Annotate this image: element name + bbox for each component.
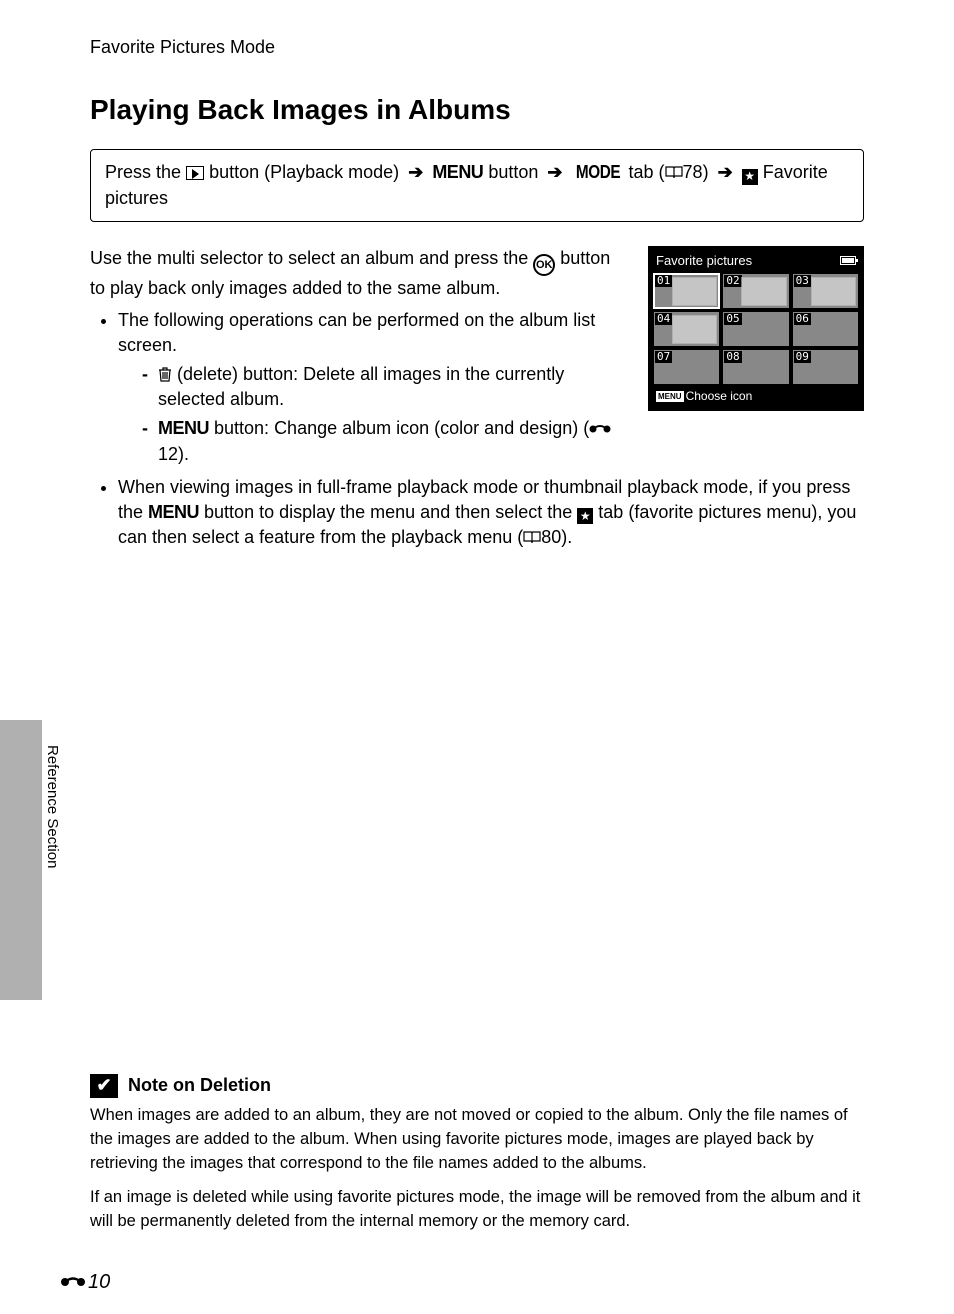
content-row: Use the multi selector to select an albu… [90, 246, 864, 471]
album-number: 08 [724, 351, 741, 363]
page-number: 10 [60, 1268, 110, 1296]
intro-text-a: Use the multi selector to select an albu… [90, 248, 533, 268]
menu-label: MENU [158, 418, 209, 438]
album-screen-preview: Favorite pictures 01 02 03 04 05 06 07 08 09 MEN… [648, 246, 864, 411]
nav-playback: button (Playback mode) [209, 162, 399, 182]
book-icon [665, 166, 683, 179]
album-cell: 01 [654, 274, 719, 308]
link-icon [60, 1275, 86, 1289]
main-list: The following operations can be performe… [90, 308, 630, 467]
star-icon: ★ [577, 508, 593, 524]
manual-page: Favorite Pictures Mode Playing Back Imag… [0, 0, 954, 1314]
note-paragraph-1: When images are added to an album, they … [90, 1104, 864, 1176]
arrow-icon: ➔ [408, 162, 423, 182]
side-tab [0, 720, 42, 1000]
book-icon [523, 531, 541, 544]
sub-list-item: MENU button: Change album icon (color an… [142, 416, 630, 466]
sub-bullet-2b: 12). [158, 444, 189, 464]
trash-icon [158, 366, 172, 382]
album-number: 06 [794, 313, 811, 325]
side-label: Reference Section [42, 745, 63, 868]
album-cell: 05 [723, 312, 788, 346]
check-icon: ✔ [90, 1074, 118, 1098]
album-cell: 02 [723, 274, 788, 308]
arrow-icon: ➔ [547, 162, 562, 182]
menu-badge: MENU [656, 391, 684, 402]
menu-label: MENU [432, 162, 483, 182]
star-icon: ★ [742, 169, 758, 185]
album-cell: 04 [654, 312, 719, 346]
album-cell: 09 [793, 350, 858, 384]
album-footer-text: Choose icon [686, 388, 753, 405]
sub-list: (delete) button: Delete all images in th… [118, 362, 630, 467]
arrow-icon: ➔ [718, 162, 733, 182]
sub-bullet-2a: button: Change album icon (color and des… [214, 418, 589, 438]
album-number: 02 [724, 275, 741, 287]
bullet-1: The following operations can be performe… [118, 310, 595, 355]
album-thumbnail [672, 277, 717, 306]
text-column: Use the multi selector to select an albu… [90, 246, 630, 471]
nav-button-word: button [488, 162, 538, 182]
album-number: 01 [655, 275, 672, 287]
page-title: Playing Back Images in Albums [90, 90, 864, 129]
album-number: 09 [794, 351, 811, 363]
intro-paragraph: Use the multi selector to select an albu… [90, 246, 630, 302]
note-body: When images are added to an album, they … [90, 1104, 864, 1234]
sub-list-item: (delete) button: Delete all images in th… [142, 362, 630, 412]
note-header: ✔ Note on Deletion [90, 1073, 864, 1098]
list-item: When viewing images in full-frame playba… [118, 475, 864, 551]
album-number: 03 [794, 275, 811, 287]
note-title: Note on Deletion [128, 1073, 271, 1098]
album-cell: 06 [793, 312, 858, 346]
mode-label: MODE [575, 160, 619, 185]
album-thumbnail [811, 277, 856, 306]
album-grid: 01 02 03 04 05 06 07 08 09 [654, 274, 858, 384]
album-number: 07 [655, 351, 672, 363]
album-cell: 08 [723, 350, 788, 384]
ok-button-icon: OK [533, 254, 555, 276]
album-thumbnail [672, 315, 717, 344]
album-title-row: Favorite pictures [654, 252, 858, 274]
album-number: 04 [655, 313, 672, 325]
note-paragraph-2: If an image is deleted while using favor… [90, 1186, 864, 1234]
page-number-text: 10 [88, 1268, 110, 1296]
battery-icon [840, 256, 856, 265]
bullet-2b: button to display the menu and then sele… [199, 502, 577, 522]
album-number: 05 [724, 313, 741, 325]
navigation-path-box: Press the button (Playback mode) ➔ MENU … [90, 149, 864, 221]
nav-text: Press the button (Playback mode) ➔ MENU … [105, 162, 828, 207]
album-screen-title: Favorite pictures [656, 252, 752, 270]
list-item: The following operations can be performe… [118, 308, 630, 467]
album-footer: MENU Choose icon [654, 384, 858, 405]
nav-tab-word: tab ( [629, 162, 665, 182]
bullet-2d: 80). [541, 527, 572, 547]
sub-bullet-1: (delete) button: Delete all images in th… [158, 364, 564, 409]
note-section: ✔ Note on Deletion When images are added… [90, 1073, 864, 1244]
menu-label: MENU [148, 502, 199, 522]
album-thumbnail [741, 277, 786, 306]
link-icon [589, 423, 611, 435]
nav-press: Press the [105, 162, 181, 182]
playback-icon [186, 166, 204, 180]
breadcrumb: Favorite Pictures Mode [90, 35, 864, 60]
nav-ref-78: 78) [683, 162, 709, 182]
album-cell: 03 [793, 274, 858, 308]
main-list-continued: When viewing images in full-frame playba… [90, 475, 864, 551]
album-cell: 07 [654, 350, 719, 384]
